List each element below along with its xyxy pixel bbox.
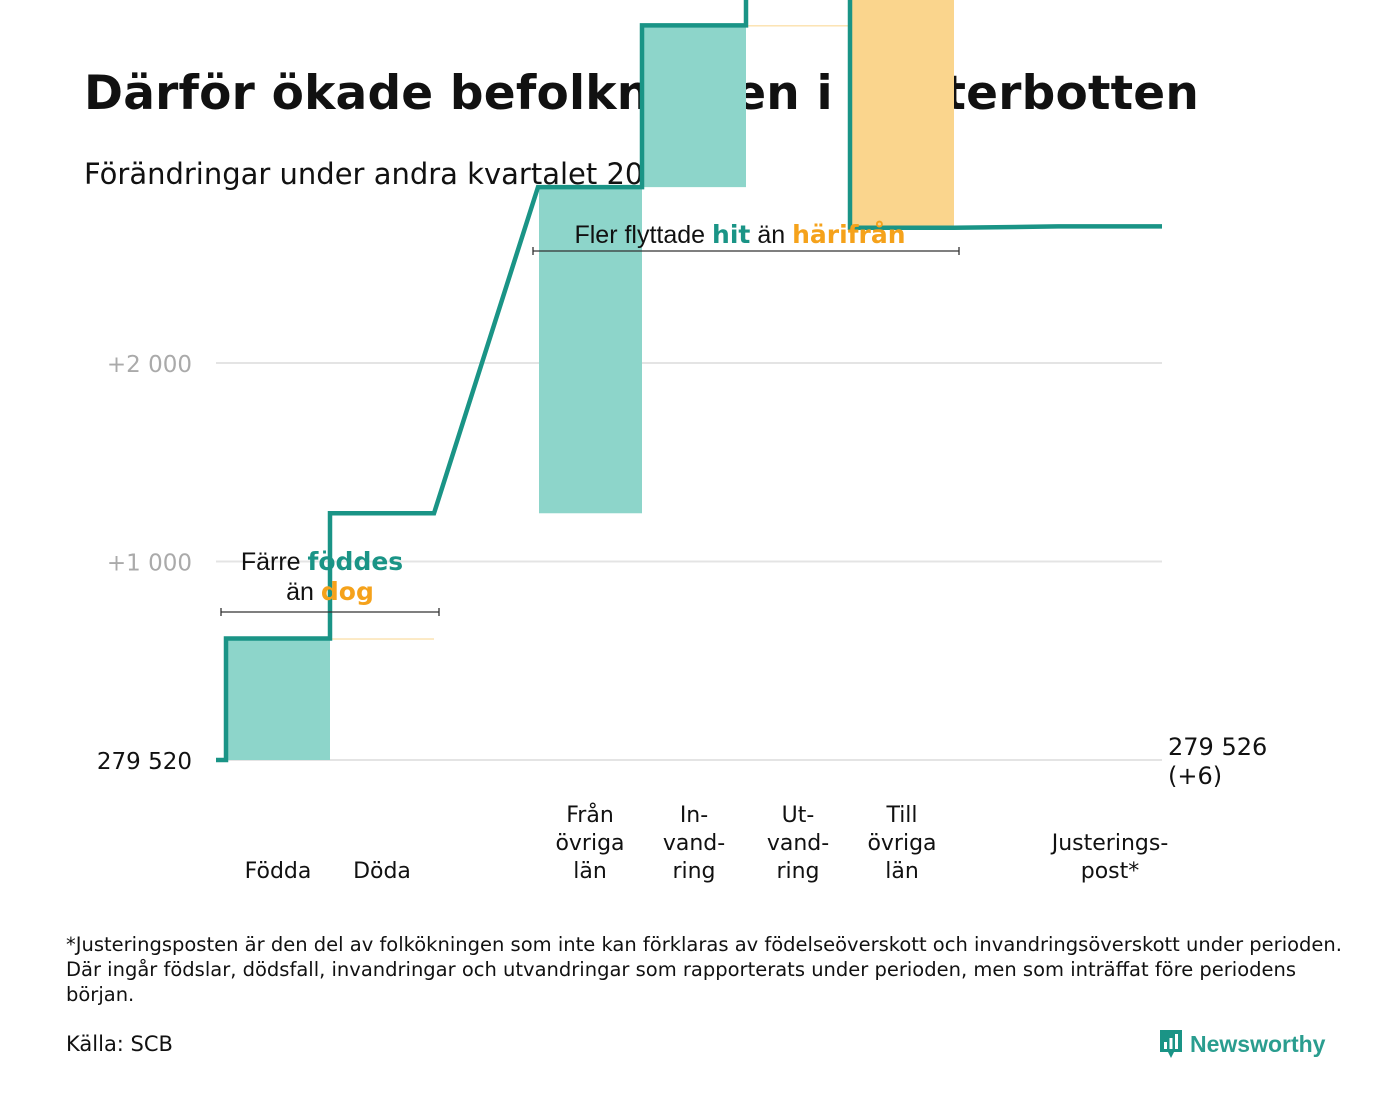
bracket-births [220,608,440,616]
category-label: övriga [555,831,624,856]
newsworthy-logo: Newsworthy [1158,1028,1325,1060]
category-label: vand- [663,831,725,856]
bracket-migration [532,247,960,255]
annotation-gap [785,221,792,249]
annotation-text: Fler flyttade [574,221,705,249]
annotation-births-line2: än dog [286,577,374,606]
category-label: Från [566,802,614,828]
bar-till-övriga-län [851,0,954,228]
bar-från-övriga-län [539,187,642,514]
category-label: Till [885,803,917,828]
annotation-births-line1: Färre föddes [241,547,403,576]
category-label: län [885,859,919,884]
category-label: Födda [245,859,312,884]
category-label: post* [1081,859,1140,884]
chart-bubble-icon [1160,1030,1182,1058]
category-label: ring [776,859,819,884]
baseline-label: 279 520 [97,749,192,775]
annotation-text: Färre [241,548,301,576]
highlight-from-here: härifrån [792,220,905,249]
y-tick-label: +1 000 [107,551,192,577]
source-note: Källa: SCB [66,1032,173,1056]
bar-invandring [643,25,746,188]
annotation-gap [314,578,321,606]
category-label: Ut- [782,803,815,828]
y-tick-label: +2 000 [107,352,192,378]
bar-utvandring [747,25,850,27]
brand-name: Newsworthy [1190,1030,1326,1057]
end-change-label: (+6) [1168,762,1222,790]
category-label: övriga [867,831,936,856]
annotation-migration: Fler flyttade hit än härifrån [574,220,905,249]
category-label: In- [680,803,708,828]
bar-döda [331,638,434,640]
end-value-label: 279 526 [1168,733,1267,761]
category-label: Justerings- [1050,831,1169,856]
annotation-text: än [286,578,314,606]
footnote: *Justeringsposten är den del av folkökni… [66,933,1342,1006]
bar-födda [227,638,330,760]
annotation-gap [301,548,308,576]
category-label: Döda [353,859,411,884]
highlight-born: föddes [308,547,404,576]
highlight-here: hit [712,220,750,249]
category-label: ring [672,859,715,884]
category-label: län [573,859,607,884]
annotation-gap [705,221,712,249]
waterfall-step-line [216,0,1162,763]
category-label: vand- [767,831,829,856]
annotation-gap [750,221,757,249]
annotation-text: än [757,221,785,249]
highlight-died: dog [321,577,374,606]
